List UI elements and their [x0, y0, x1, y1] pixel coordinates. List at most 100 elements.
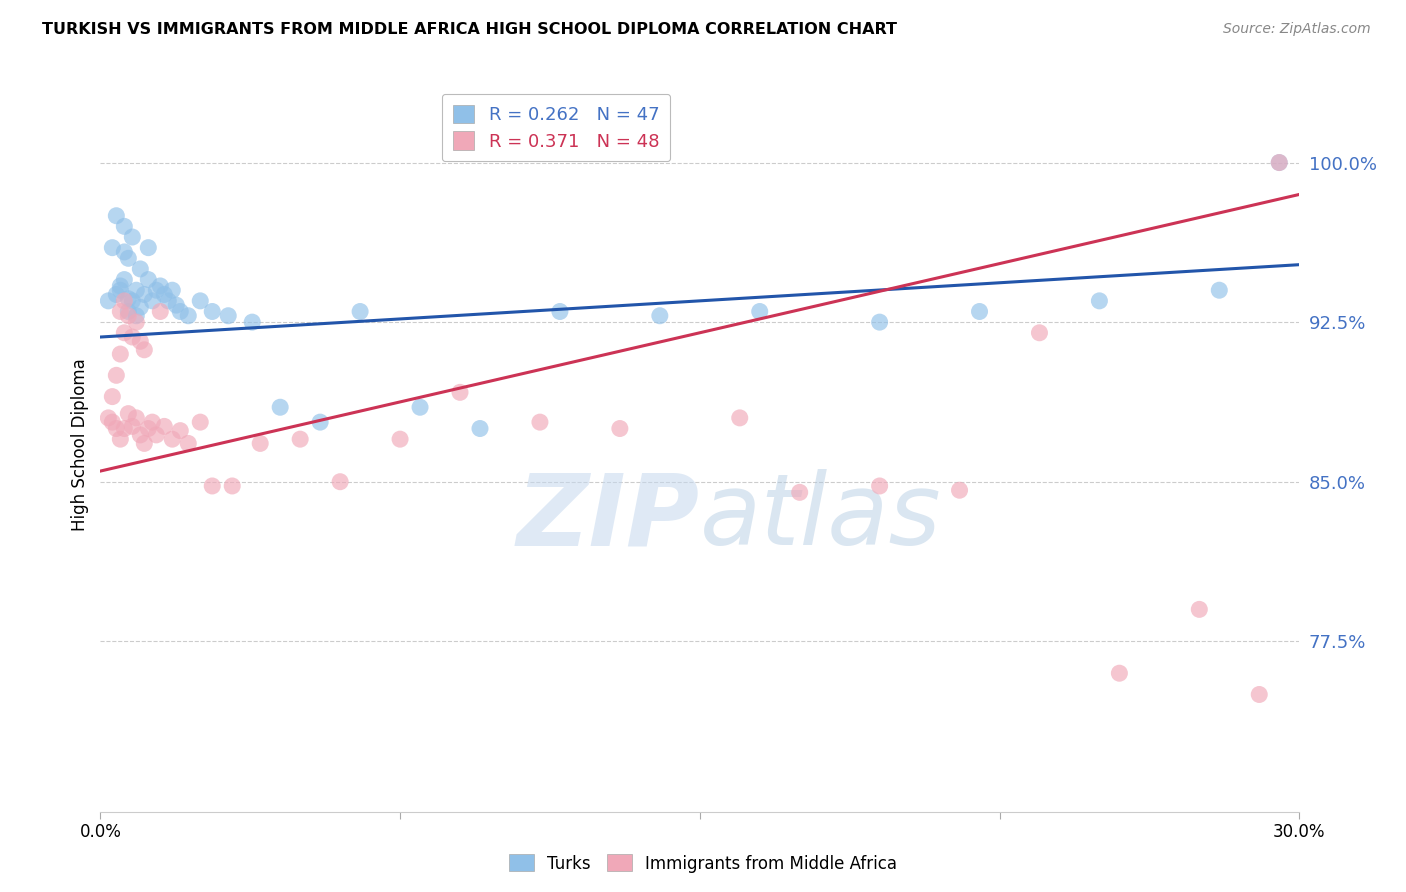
Point [468, 421, 491, 435]
Point [153, 287, 176, 301]
Point [948, 483, 970, 498]
Point [1088, 293, 1111, 308]
Point [309, 415, 332, 429]
Text: ZIP: ZIP [517, 469, 700, 566]
Point [748, 304, 770, 318]
Point [101, 390, 124, 404]
Point [117, 407, 139, 421]
Point [112, 244, 135, 259]
Point [125, 283, 148, 297]
Point [149, 279, 172, 293]
Point [149, 304, 172, 318]
Point [157, 293, 180, 308]
Point [169, 424, 191, 438]
Point [129, 428, 152, 442]
Point [153, 419, 176, 434]
Point [105, 209, 128, 223]
Legend: Turks, Immigrants from Middle Africa: Turks, Immigrants from Middle Africa [502, 847, 904, 880]
Point [969, 304, 991, 318]
Point [789, 485, 811, 500]
Point [121, 293, 143, 308]
Point [134, 287, 156, 301]
Point [117, 304, 139, 318]
Point [136, 272, 159, 286]
Point [125, 315, 148, 329]
Point [269, 401, 291, 415]
Point [105, 368, 128, 383]
Point [101, 415, 124, 429]
Point [134, 343, 156, 357]
Point [1108, 666, 1130, 681]
Point [648, 309, 671, 323]
Point [609, 421, 631, 435]
Point [112, 326, 135, 340]
Point [169, 304, 191, 318]
Text: atlas: atlas [700, 469, 942, 566]
Point [240, 315, 263, 329]
Point [121, 230, 143, 244]
Point [110, 347, 132, 361]
Point [129, 261, 152, 276]
Point [136, 421, 159, 435]
Point [329, 475, 352, 489]
Point [117, 252, 139, 266]
Point [105, 421, 128, 435]
Point [201, 479, 224, 493]
Point [449, 385, 471, 400]
Point [125, 309, 148, 323]
Point [117, 292, 139, 306]
Point [188, 293, 211, 308]
Point [125, 410, 148, 425]
Point [121, 419, 143, 434]
Point [97, 293, 120, 308]
Point [1188, 602, 1211, 616]
Point [110, 283, 132, 297]
Point [288, 432, 311, 446]
Text: Source: ZipAtlas.com: Source: ZipAtlas.com [1223, 22, 1371, 37]
Legend: R = 0.262   N = 47, R = 0.371   N = 48: R = 0.262 N = 47, R = 0.371 N = 48 [441, 94, 671, 161]
Point [1249, 688, 1271, 702]
Point [129, 334, 152, 349]
Point [1268, 155, 1291, 169]
Point [97, 410, 120, 425]
Point [249, 436, 271, 450]
Point [1208, 283, 1230, 297]
Point [141, 293, 163, 308]
Point [129, 300, 152, 314]
Point [162, 283, 184, 297]
Point [869, 479, 891, 493]
Point [177, 436, 200, 450]
Point [188, 415, 211, 429]
Point [112, 293, 135, 308]
Point [221, 479, 243, 493]
Point [177, 309, 200, 323]
Point [121, 330, 143, 344]
Point [112, 219, 135, 234]
Point [134, 436, 156, 450]
Point [1028, 326, 1050, 340]
Point [1268, 155, 1291, 169]
Y-axis label: High School Diploma: High School Diploma [72, 358, 89, 531]
Point [136, 241, 159, 255]
Point [349, 304, 371, 318]
Point [869, 315, 891, 329]
Point [110, 279, 132, 293]
Point [117, 309, 139, 323]
Point [165, 298, 187, 312]
Point [201, 304, 224, 318]
Text: TURKISH VS IMMIGRANTS FROM MIDDLE AFRICA HIGH SCHOOL DIPLOMA CORRELATION CHART: TURKISH VS IMMIGRANTS FROM MIDDLE AFRICA… [42, 22, 897, 37]
Point [529, 415, 551, 429]
Point [145, 283, 167, 297]
Point [110, 432, 132, 446]
Point [110, 304, 132, 318]
Point [112, 421, 135, 435]
Point [728, 410, 751, 425]
Point [389, 432, 412, 446]
Point [112, 272, 135, 286]
Point [141, 415, 163, 429]
Point [217, 309, 239, 323]
Point [162, 432, 184, 446]
Point [105, 287, 128, 301]
Point [145, 428, 167, 442]
Point [548, 304, 571, 318]
